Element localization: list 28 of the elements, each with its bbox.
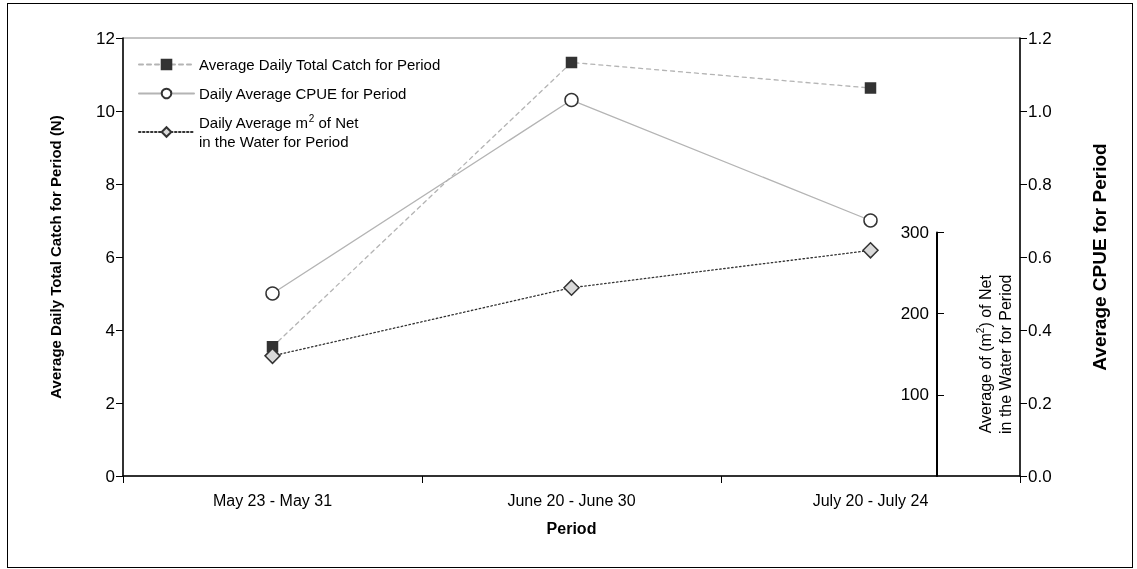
x-tick-label: June 20 - June 30 [507, 491, 636, 509]
point [862, 242, 879, 259]
y2-tick-label: 1.2 [1028, 28, 1052, 48]
y2-tick-label: 0.0 [1028, 466, 1052, 486]
legend-label: Average Daily Total Catch for Period [199, 56, 441, 73]
y-tick-label: 12 [96, 28, 115, 48]
y3-tick-label: 300 [900, 222, 929, 242]
y3-tick-label: 100 [900, 385, 929, 405]
x-tick-label: May 23 - May 31 [212, 491, 333, 509]
y-tick-label: 6 [105, 247, 115, 267]
y3-tick-label: 200 [900, 304, 929, 324]
y2-tick-label: 0.8 [1028, 174, 1052, 194]
y2-axis-title: Average CPUE for Period [1089, 143, 1110, 371]
y-tick-label: 4 [105, 320, 115, 340]
y-tick-label: 0 [105, 466, 115, 486]
y-tick-label: 2 [105, 393, 115, 413]
y-tick-label: 10 [96, 101, 115, 121]
y2-tick-label: 1.0 [1028, 101, 1052, 121]
point [264, 347, 281, 365]
y-axis-title: Average Daily Total Catch for Period (N) [47, 115, 64, 399]
x-tick-label: July 20 - July 24 [812, 491, 929, 509]
y2-tick-label: 0.2 [1028, 393, 1052, 413]
y2-tick-label: 0.6 [1028, 247, 1052, 267]
y-tick-label: 8 [105, 174, 115, 194]
y2-tick-label: 0.4 [1028, 320, 1052, 340]
x-axis-title: Period [546, 519, 597, 537]
point [563, 279, 580, 296]
legend-label: Daily Average CPUE for Period [199, 85, 407, 102]
